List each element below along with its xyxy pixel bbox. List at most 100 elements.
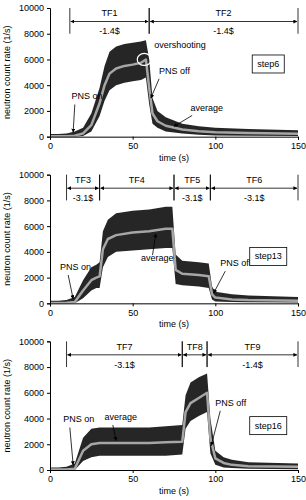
y-tick-label: 8000: [24, 362, 44, 372]
count-rate-band: [50, 374, 298, 470]
y-tick-label: 2000: [24, 273, 44, 283]
interval-arrow: [68, 354, 182, 355]
chart-svg: 0501001500200040006000800010000time (s)n…: [0, 0, 306, 500]
interval-arrow: [175, 188, 209, 189]
interval-boundary: [207, 341, 208, 367]
y-tick: 0: [39, 299, 50, 309]
y-tick-label: 0: [39, 299, 44, 309]
x-tick-mark: [133, 470, 134, 473]
y-tick-label: 6000: [24, 55, 44, 65]
interval-arrow: [150, 21, 297, 22]
interval-boundary: [298, 175, 299, 201]
annotation-arrow: [151, 79, 159, 98]
x-tick-label: 100: [208, 141, 223, 151]
y-tick: 2000: [24, 106, 50, 116]
y-tick-mark: [47, 137, 50, 138]
x-tick: 150: [291, 303, 306, 317]
x-axis: 0 50 100 150: [48, 470, 306, 484]
x-tick-mark: [215, 303, 216, 306]
x-tick-label: 150: [291, 308, 306, 318]
count-rate-band: [50, 40, 298, 136]
step-label: step6: [252, 55, 284, 73]
y-axis-line: [47, 9, 51, 138]
y-tick-label: 4000: [24, 414, 44, 424]
step-label-box: [250, 417, 287, 435]
x-tick: 50: [128, 137, 138, 151]
y-tick: 2000: [24, 440, 50, 450]
annotation: average: [105, 412, 138, 422]
interval-label: TF1: [102, 8, 118, 18]
x-tick-mark: [133, 303, 134, 306]
x-tick: 150: [291, 470, 306, 484]
x-tick: 0: [48, 470, 53, 484]
x-axis: 0 50 100 150: [48, 303, 306, 317]
annotation: average: [191, 103, 224, 113]
plot-area: [50, 207, 298, 303]
annotation-arrow: [68, 275, 73, 299]
interval-boundary: [149, 8, 150, 34]
annotation-arrow: [70, 428, 73, 465]
y-tick-label: 0: [39, 132, 44, 142]
count-rate-band: [50, 207, 298, 303]
x-tick: 100: [208, 137, 223, 151]
reactivity-label: -3.1$: [244, 193, 265, 203]
y-tick: 4000: [24, 247, 50, 257]
interval-boundary: [210, 175, 211, 201]
x-tick: 50: [128, 303, 138, 317]
y-tick-mark: [47, 341, 50, 342]
annotation: PNS on: [60, 262, 91, 272]
x-tick-mark: [298, 470, 299, 473]
annotation-arrow: [211, 411, 220, 446]
x-tick: 0: [48, 137, 53, 151]
x-tick-label: 50: [128, 141, 138, 151]
interval-arrow: [211, 188, 297, 189]
y-axis-title: neutron count rate (1/s): [2, 26, 12, 120]
interval-boundary: [99, 175, 100, 201]
annotation: PNS off: [159, 66, 190, 76]
y-axis: 0200040006000800010000: [19, 337, 51, 476]
interval-boundary: [182, 341, 183, 367]
x-axis: 050100150: [48, 137, 306, 151]
interval-boundary: [69, 8, 70, 34]
y-tick: 10000: [19, 3, 50, 13]
y-tick-label: 10000: [19, 3, 44, 13]
x-tick: 100: [208, 303, 223, 317]
plot-area: [50, 40, 298, 136]
x-tick-mark: [298, 303, 299, 306]
y-tick: 8000: [24, 196, 50, 206]
y-tick-mark: [47, 85, 50, 86]
interval-label: TF4: [129, 175, 145, 185]
reactivity-label: -1.4$: [213, 26, 234, 36]
x-tick: 50: [128, 470, 138, 484]
plot-area: [50, 374, 298, 470]
reactivity-label: -3.1$: [182, 193, 203, 203]
interval-boundary: [66, 175, 67, 201]
annotation-arrow: [153, 234, 156, 255]
reactivity-label: -1.4$: [99, 26, 120, 36]
interval-boundary: [149, 8, 150, 34]
x-tick-label: 0: [48, 474, 53, 484]
x-tick: 100: [208, 470, 223, 484]
interval-label: TF3: [75, 175, 91, 185]
interval-boundary: [99, 175, 100, 201]
step-label-box: [250, 247, 287, 265]
x-tick-mark: [133, 137, 134, 140]
y-tick-mark: [47, 252, 50, 253]
y-tick-label: 4000: [24, 247, 44, 257]
step-label-text: step13: [255, 251, 282, 261]
interval-boundary: [298, 8, 299, 34]
y-tick-label: 0: [39, 465, 44, 475]
interval-arrow: [71, 21, 148, 22]
y-tick-label: 8000: [24, 196, 44, 206]
y-tick: 0: [39, 465, 50, 475]
x-tick-label: 0: [48, 141, 53, 151]
x-tick: 0: [48, 303, 53, 317]
y-tick-mark: [47, 367, 50, 368]
annotation: PNS on: [63, 414, 94, 424]
x-tick-label: 50: [128, 474, 138, 484]
y-tick-mark: [47, 226, 50, 227]
y-tick: 8000: [24, 29, 50, 39]
x-tick-mark: [298, 137, 299, 140]
y-tick: 4000: [24, 414, 50, 424]
interval-label: TF2: [216, 8, 232, 18]
